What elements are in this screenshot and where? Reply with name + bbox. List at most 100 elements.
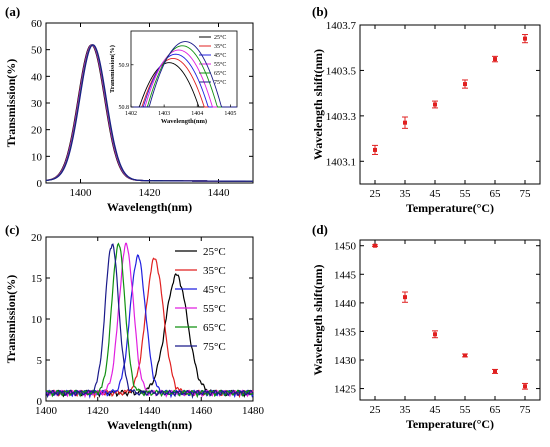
y-tick-label: 20	[31, 125, 43, 137]
x-tick-label: 1480	[242, 405, 265, 417]
data-point	[522, 382, 528, 390]
data-point	[522, 34, 528, 44]
inset-legend-label: 45°C	[214, 52, 226, 59]
inset-x-tick-label: 1402	[125, 111, 137, 117]
y-axis-title: Transmission(%)	[4, 59, 18, 147]
marker	[373, 243, 377, 248]
y-axis-title: Transmission(%)	[4, 275, 18, 363]
panel-label: (c)	[5, 222, 19, 237]
panel-a: (a) 1400 1420 1440 0 10 20 30 40 50 60 Wavelength(n…	[4, 4, 254, 214]
marker	[403, 295, 407, 300]
y-tick-label: 0	[37, 396, 43, 408]
panel-label: (a)	[5, 4, 20, 19]
x-axis-title: Wavelength(nm)	[107, 418, 192, 432]
x-tick-label: 55	[460, 404, 472, 416]
y-tick-label: 1430	[334, 355, 357, 367]
x-tick-label: 75	[520, 404, 532, 416]
x-tick-label: 1440	[139, 405, 162, 417]
marker	[493, 369, 497, 374]
plot-frame	[359, 24, 541, 185]
inset-legend-label: 75°C	[214, 79, 226, 86]
legend-label: 75°C	[203, 341, 226, 353]
x-tick-label: 25	[370, 404, 382, 416]
y-tick-label: 1445	[334, 269, 357, 281]
data-point	[432, 330, 438, 339]
x-tick-label: 25	[370, 188, 382, 200]
panel-c: (c) 1400 1420 1440 1460 1480 0 5 10 15 20 Wavelengt…	[4, 222, 265, 432]
data-point	[372, 243, 378, 248]
inset-y-title: Transmission(%)	[109, 45, 116, 93]
plot-frame	[45, 236, 254, 402]
data-point	[402, 116, 408, 129]
inset-x-tick-label: 1404	[191, 111, 203, 117]
y-tick-label: 10	[31, 151, 43, 163]
x-tick-label: 75	[520, 188, 532, 200]
marker	[523, 36, 527, 41]
x-tick-label: 1420	[139, 187, 162, 199]
marker	[463, 82, 467, 87]
panel-label: (b)	[312, 4, 328, 19]
x-tick-label: 1420	[87, 405, 110, 417]
inset-y-tick-label: 50.9	[119, 63, 130, 69]
y-tick-label: 0	[37, 178, 43, 190]
x-tick-label: 35	[400, 188, 412, 200]
plot-frame	[359, 239, 541, 401]
y-tick-label: 40	[31, 71, 43, 83]
data-point	[432, 100, 438, 109]
series-line-75c	[45, 243, 254, 400]
legend-label: 45°C	[203, 284, 226, 296]
marker	[493, 57, 497, 62]
y-tick-label: 1435	[334, 326, 357, 338]
marker	[373, 147, 377, 152]
x-tick-label: 35	[400, 404, 412, 416]
data-point	[492, 55, 498, 63]
marker	[463, 353, 467, 358]
y-tick-label: 1403.7	[326, 20, 357, 32]
panel-d: (d) 25 35 45 55 65 75 1425 1430 1435 1440 1445 1450 T…	[311, 222, 541, 431]
legend-label: 65°C	[203, 322, 226, 334]
y-tick-label: 60	[31, 18, 43, 30]
inset-legend-label: 35°C	[214, 43, 226, 50]
y-tick-label: 10	[31, 314, 43, 326]
inset-x-tick-label: 1403	[158, 111, 170, 117]
y-tick-label: 5	[37, 355, 43, 367]
panel-b: (b) 25 35 45 55 65 75 1403.1 1403.3 1403.5 1403.7 T…	[311, 4, 541, 215]
x-tick-label: 65	[490, 188, 502, 200]
x-tick-label: 65	[490, 404, 502, 416]
x-axis-title: Temperature(°C)	[406, 201, 494, 215]
inset-curve	[131, 45, 237, 108]
x-tick-label: 45	[430, 188, 442, 200]
series-line-75c	[45, 44, 253, 182]
x-tick-label: 1460	[190, 405, 213, 417]
x-tick-label: 1440	[208, 187, 231, 199]
y-tick-label: 1450	[334, 241, 357, 253]
y-tick-label: 1403.3	[326, 111, 357, 123]
inset: 25°C 35°C 45°C 55°C 65°C 75°C 1402 1403 1404 1405…	[109, 30, 238, 125]
marker	[433, 102, 437, 107]
legend-label: 25°C	[203, 246, 226, 258]
data-point	[402, 291, 408, 303]
data-point	[372, 144, 378, 155]
y-tick-label: 1403.5	[326, 65, 357, 77]
y-tick-label: 15	[31, 273, 43, 285]
y-axis-title: Wavelength shift(nm)	[311, 264, 325, 375]
x-axis-title: Temperature(°C)	[406, 417, 494, 431]
x-axis-title: Wavelength(nm)	[107, 200, 192, 214]
marker	[403, 120, 407, 125]
y-axis-title: Wavelength shift(nm)	[311, 49, 325, 160]
marker	[523, 384, 527, 389]
inset-legend-label: 65°C	[214, 70, 226, 77]
marker	[433, 332, 437, 337]
x-tick-label: 55	[460, 188, 472, 200]
legend-label: 35°C	[203, 265, 226, 277]
y-tick-label: 1425	[334, 384, 357, 396]
inset-x-title: Wavelength(nm)	[161, 118, 207, 125]
y-tick-label: 50	[31, 45, 43, 57]
x-tick-label: 1400	[70, 187, 93, 199]
inset-x-tick-label: 1405	[224, 111, 236, 117]
inset-legend-label: 55°C	[214, 61, 226, 68]
data-point	[492, 368, 498, 374]
legend-label: 55°C	[203, 303, 226, 315]
y-tick-label: 30	[31, 98, 43, 110]
